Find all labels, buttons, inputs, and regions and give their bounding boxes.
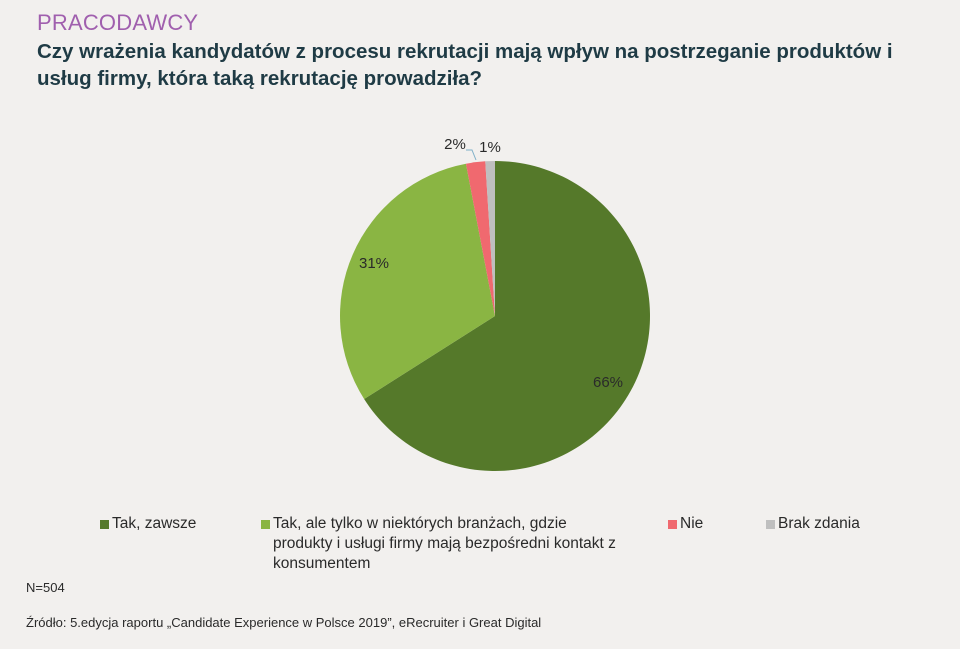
section-label: PRACODAWCY <box>37 10 199 35</box>
legend-swatch-tak-niektore <box>261 520 270 529</box>
legend-swatch-brak-zdania <box>766 520 775 529</box>
legend-item-tak-niektore: Tak, ale tylko w niektórych branżach, gd… <box>261 514 621 574</box>
legend-label: Tak, zawsze <box>112 515 197 532</box>
source-note: Źródło: 5.edycja raportu „Candidate Expe… <box>26 615 542 630</box>
pie-slice-tak-niektore <box>339 163 495 400</box>
legend-item-nie: Nie <box>668 514 748 534</box>
pie-slice-brak-zdania <box>485 161 495 316</box>
legend-label: Nie <box>680 515 704 532</box>
sample-size: N=504 <box>26 580 65 595</box>
legend-swatch-tak-zawsze <box>100 520 109 529</box>
legend-label: Tak, ale tylko w niektórych branżach, gd… <box>273 515 616 572</box>
data-label-brak-zdania: 1% <box>479 139 501 156</box>
legend-swatch-nie <box>668 520 677 529</box>
data-label-nie: 2% <box>444 136 466 153</box>
legend-label: Brak zdania <box>778 515 860 532</box>
data-label-tak-zawsze: 66% <box>593 374 623 391</box>
legend-item-brak-zdania: Brak zdania <box>766 514 906 534</box>
chart-title: Czy wrażenia kandydatów z procesu rekrut… <box>37 40 893 90</box>
leader-line-nie <box>466 149 477 161</box>
legend-item-tak-zawsze: Tak, zawsze <box>100 514 250 534</box>
pie-slice-tak-zawsze <box>364 161 650 471</box>
data-label-tak-niektore: 31% <box>359 255 389 272</box>
pie-slice-nie <box>465 161 495 316</box>
